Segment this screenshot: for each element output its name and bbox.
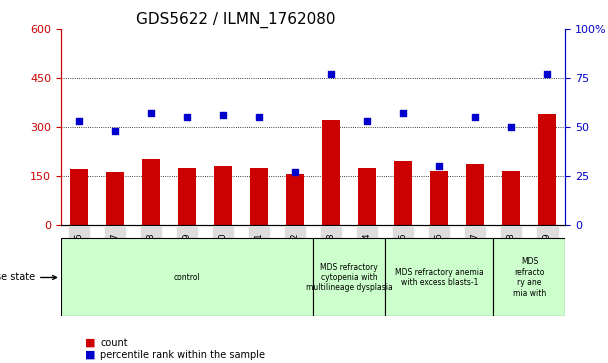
Point [506, 124, 516, 130]
Bar [466, 164, 485, 225]
Point [362, 118, 372, 124]
Point [290, 169, 300, 175]
FancyBboxPatch shape [61, 238, 313, 316]
Point [74, 118, 84, 124]
Bar [214, 166, 232, 225]
Bar [322, 120, 340, 225]
Point [110, 128, 120, 134]
Bar [286, 174, 304, 225]
Bar [178, 168, 196, 225]
Point [218, 112, 228, 118]
Point [254, 114, 264, 120]
Bar [106, 172, 124, 225]
FancyBboxPatch shape [385, 238, 493, 316]
Bar [430, 171, 448, 225]
Point [326, 71, 336, 77]
Bar [502, 171, 520, 225]
Point [542, 71, 552, 77]
Point [471, 114, 480, 120]
Text: ■: ■ [85, 338, 95, 348]
Text: MDS refractory anemia
with excess blasts-1: MDS refractory anemia with excess blasts… [395, 268, 483, 287]
Point [146, 110, 156, 116]
Text: MDS refractory
cytopenia with
multilineage dysplasia: MDS refractory cytopenia with multilinea… [306, 262, 393, 292]
Text: MDS
refracto
ry ane
mia with: MDS refracto ry ane mia with [513, 257, 546, 298]
Text: ■: ■ [85, 350, 95, 360]
Bar [142, 159, 160, 225]
Point [182, 114, 192, 120]
Text: control: control [174, 273, 200, 282]
Bar [539, 114, 556, 225]
Text: GDS5622 / ILMN_1762080: GDS5622 / ILMN_1762080 [136, 12, 336, 28]
Bar [358, 168, 376, 225]
Point [435, 163, 444, 169]
FancyBboxPatch shape [313, 238, 385, 316]
Bar [70, 169, 88, 225]
Bar [250, 168, 268, 225]
Text: percentile rank within the sample: percentile rank within the sample [100, 350, 265, 360]
Text: count: count [100, 338, 128, 348]
FancyBboxPatch shape [493, 238, 565, 316]
Point [398, 110, 408, 116]
Text: disease state: disease state [0, 273, 57, 282]
Bar [394, 161, 412, 225]
